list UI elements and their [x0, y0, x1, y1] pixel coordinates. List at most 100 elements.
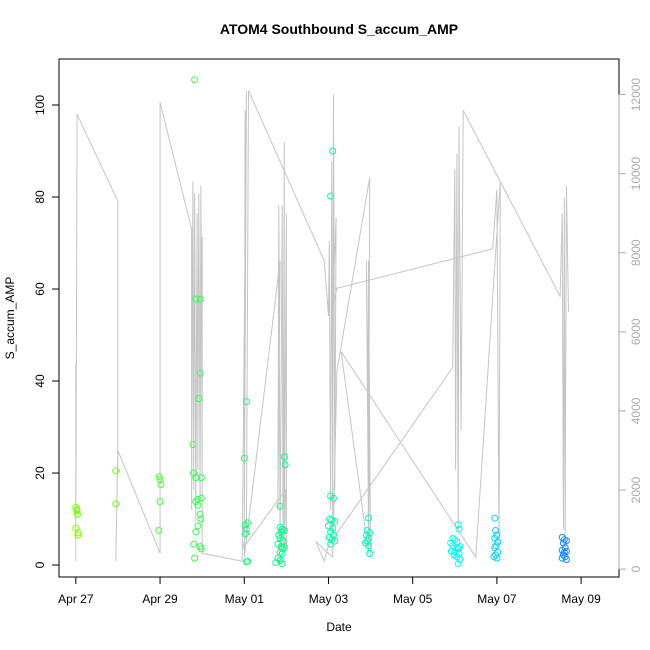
x-axis-label: Date	[326, 620, 352, 634]
data-point	[559, 539, 567, 547]
data-point	[240, 454, 248, 462]
y-tick-label-right: 12000	[629, 78, 643, 112]
chart-title: ATOM4 Southbound S_accum_AMP	[220, 21, 458, 37]
x-tick-label: Apr 29	[142, 592, 178, 606]
plot-frame	[58, 58, 620, 578]
data-point	[155, 473, 163, 481]
data-point	[196, 510, 204, 518]
y-tick-label-right: 4000	[629, 397, 643, 424]
x-tick-label: Apr 27	[58, 592, 94, 606]
x-tick-label: May 01	[225, 592, 265, 606]
y-axis-left: 0 20 40 60 80 100	[33, 95, 60, 568]
y-tick-label-left: 80	[33, 190, 47, 204]
data-point	[493, 554, 501, 562]
series-line-right	[75, 90, 569, 563]
data-point	[112, 467, 120, 475]
data-point	[196, 295, 204, 303]
y-tick-label-left: 40	[33, 374, 47, 388]
data-point	[562, 556, 570, 563]
data-point	[242, 530, 249, 538]
data-point	[454, 521, 462, 529]
data-point	[278, 550, 286, 557]
data-point	[330, 494, 337, 502]
data-point	[275, 531, 283, 539]
data-point	[558, 554, 566, 562]
data-point	[197, 474, 205, 482]
data-point	[280, 527, 288, 534]
data-point	[365, 542, 372, 550]
data-point	[363, 537, 371, 545]
data-point	[242, 558, 250, 566]
data-point	[191, 554, 199, 562]
y-tick-label-left: 0	[33, 561, 47, 568]
y-tick-label-right: 8000	[629, 239, 643, 266]
y-tick-label-left: 100	[33, 95, 47, 115]
data-point	[329, 147, 337, 155]
data-point	[492, 542, 500, 550]
data-point	[196, 369, 204, 377]
y-axis-right: 0 2000 4000 6000 8000 10000 12000	[618, 78, 643, 572]
data-point	[156, 498, 164, 506]
data-point	[242, 525, 250, 533]
data-point	[278, 560, 286, 568]
data-point	[280, 544, 288, 552]
data-point	[494, 538, 502, 546]
data-point	[192, 498, 200, 506]
data-point	[455, 525, 463, 533]
data-point	[366, 550, 374, 557]
data-point	[194, 522, 202, 530]
data-point	[73, 506, 81, 514]
data-point	[492, 527, 500, 534]
data-point	[451, 536, 459, 544]
data-point	[194, 501, 202, 509]
data-point	[454, 545, 462, 553]
y-tick-label-right: 10000	[629, 157, 643, 191]
data-point	[281, 461, 289, 469]
data-point	[454, 560, 462, 568]
x-tick-label: May 09	[561, 592, 601, 606]
data-point	[195, 395, 203, 402]
data-point	[74, 510, 81, 518]
y-tick-label-right: 2000	[629, 476, 643, 503]
data-point	[280, 453, 288, 461]
points-layer	[72, 76, 570, 568]
data-point	[189, 441, 197, 448]
data-point	[192, 295, 200, 303]
data-point	[331, 517, 339, 525]
data-point	[191, 76, 199, 84]
y-tick-label-left: 60	[33, 282, 47, 296]
data-point	[325, 522, 332, 530]
data-point	[491, 514, 499, 522]
y-tick-label-left: 20	[33, 466, 47, 480]
y-tick-label-right: 6000	[629, 318, 643, 345]
data-point	[197, 545, 205, 553]
secondary-line-layer	[75, 90, 569, 563]
data-point	[155, 527, 163, 534]
data-point	[492, 551, 500, 559]
data-point	[456, 556, 464, 563]
data-point	[327, 192, 335, 200]
y-tick-label-right: 0	[629, 565, 643, 572]
data-point	[156, 476, 164, 484]
data-point	[190, 540, 198, 548]
data-point	[242, 398, 250, 406]
data-point	[327, 540, 335, 548]
data-point	[241, 521, 249, 529]
x-axis: Apr 27 Apr 29 May 01 May 03 May 05 May 07 May …	[58, 576, 601, 606]
data-point	[197, 494, 205, 502]
data-point	[112, 500, 120, 508]
data-point	[157, 481, 165, 488]
y-axis-label: S_accum_AMP	[3, 277, 17, 360]
data-point	[558, 546, 566, 554]
data-point	[74, 531, 82, 539]
x-tick-label: May 05	[393, 592, 433, 606]
data-point	[329, 524, 337, 532]
data-point	[197, 515, 205, 523]
x-tick-label: May 07	[477, 592, 517, 606]
data-point	[365, 514, 372, 522]
x-tick-label: May 03	[309, 592, 349, 606]
data-point	[276, 502, 284, 510]
data-point	[192, 528, 200, 536]
data-point	[272, 559, 280, 567]
